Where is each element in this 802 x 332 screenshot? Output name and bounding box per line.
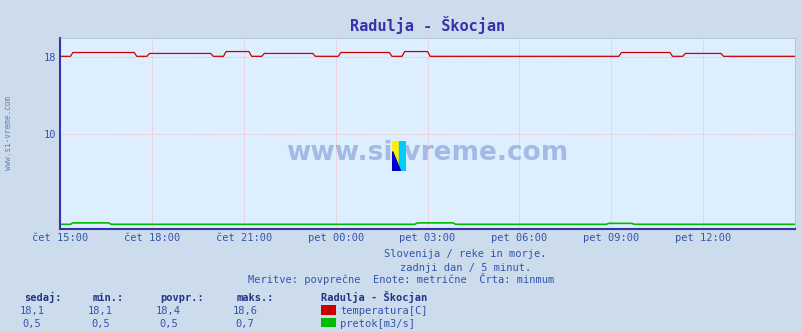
- Text: sedaj:: sedaj:: [24, 292, 62, 303]
- Text: zadnji dan / 5 minut.: zadnji dan / 5 minut.: [399, 263, 531, 273]
- Text: Radulja - Škocjan: Radulja - Škocjan: [321, 291, 427, 303]
- Text: 0,5: 0,5: [159, 319, 178, 329]
- Text: Slovenija / reke in morje.: Slovenija / reke in morje.: [384, 249, 546, 259]
- Text: min.:: min.:: [92, 293, 124, 303]
- Text: www.si-vreme.com: www.si-vreme.com: [286, 140, 568, 166]
- Text: 18,1: 18,1: [19, 306, 45, 316]
- Text: 0,7: 0,7: [235, 319, 254, 329]
- Text: 0,5: 0,5: [22, 319, 42, 329]
- Text: 18,1: 18,1: [87, 306, 113, 316]
- Text: 18,6: 18,6: [232, 306, 257, 316]
- Text: Meritve: povprečne  Enote: metrične  Črta: minmum: Meritve: povprečne Enote: metrične Črta:…: [248, 273, 554, 285]
- Text: www.si-vreme.com: www.si-vreme.com: [3, 96, 13, 170]
- Text: 18,4: 18,4: [156, 306, 181, 316]
- Title: Radulja - Škocjan: Radulja - Škocjan: [350, 16, 504, 34]
- Text: povpr.:: povpr.:: [160, 293, 204, 303]
- Text: pretok[m3/s]: pretok[m3/s]: [340, 319, 415, 329]
- Bar: [391, 141, 399, 171]
- Bar: [399, 141, 406, 171]
- Text: temperatura[C]: temperatura[C]: [340, 306, 427, 316]
- Polygon shape: [392, 151, 400, 171]
- Text: 0,5: 0,5: [91, 319, 110, 329]
- Text: maks.:: maks.:: [237, 293, 274, 303]
